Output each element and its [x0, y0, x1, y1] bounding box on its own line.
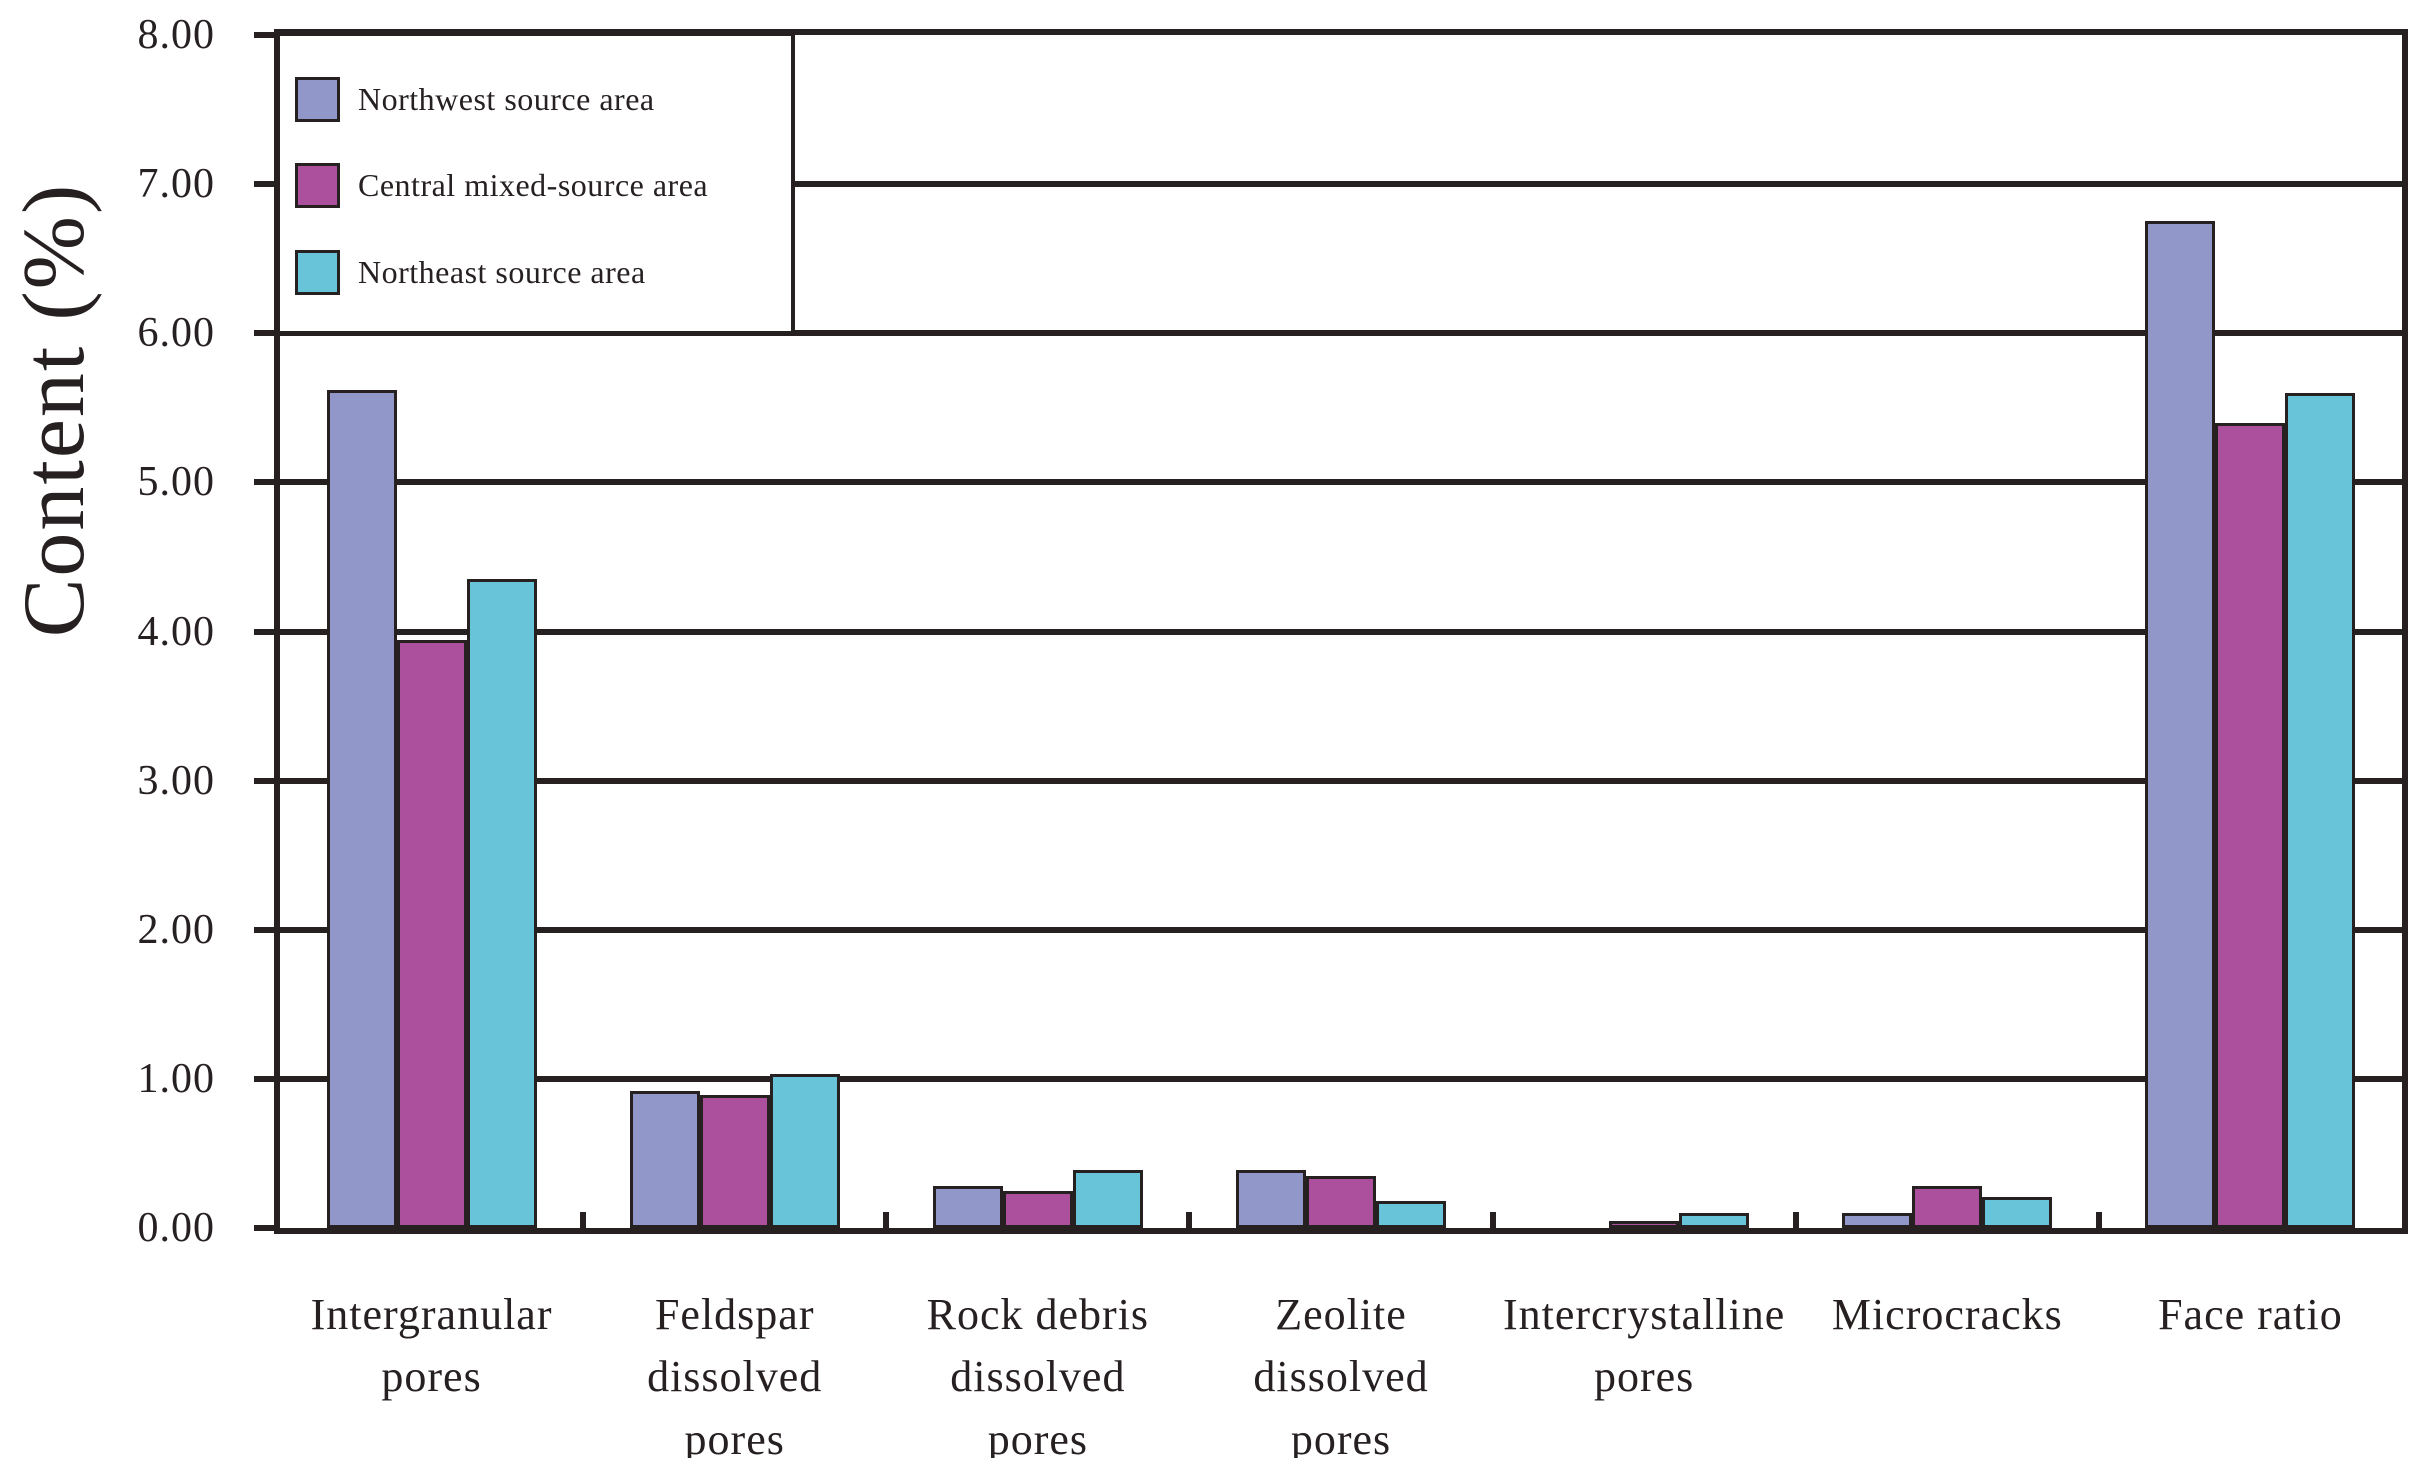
category-label: Intercrystalline pores — [1502, 1290, 1786, 1402]
bar — [1236, 1170, 1306, 1228]
legend-item: Northwest source area — [295, 76, 655, 122]
x-axis-tick — [1792, 1212, 1799, 1228]
y-tick-label: 0.00 — [137, 1205, 215, 1251]
y-axis-tick — [254, 330, 274, 337]
y-tick-label: 2.00 — [137, 906, 215, 953]
y-tick-label: 1.00 — [137, 1055, 215, 1102]
bar — [466, 579, 537, 1228]
x-axis-tick — [883, 1212, 890, 1228]
gridline — [280, 181, 2402, 188]
x-axis-tick — [1186, 1212, 1193, 1228]
legend-swatch-northeast — [295, 249, 340, 295]
category-label: Intergranular pores — [310, 1290, 553, 1402]
legend-swatch-central — [295, 162, 340, 208]
y-axis-tick — [254, 777, 274, 784]
legend: Northwest source area Central mixed-sour… — [276, 32, 795, 335]
bar — [1679, 1213, 1750, 1228]
x-axis-tick — [580, 1212, 587, 1228]
category-label: Face ratio — [2158, 1290, 2343, 1339]
y-axis-tick — [254, 926, 274, 933]
y-axis-tick — [254, 628, 274, 635]
y-tick-label: 6.00 — [137, 310, 215, 357]
gridline — [280, 330, 2402, 337]
legend-swatch-northwest — [295, 76, 340, 122]
gridline — [280, 628, 2402, 635]
category-label: Microcracks — [1831, 1290, 2063, 1339]
y-axis-tick — [254, 1225, 274, 1231]
y-axis-tick — [254, 479, 274, 486]
bar — [1002, 1191, 1073, 1228]
legend-label: Northwest source area — [358, 80, 655, 117]
legend-item: Central mixed-source area — [295, 162, 708, 208]
bar — [326, 390, 397, 1228]
y-tick-label: 7.00 — [137, 161, 215, 208]
gridline — [280, 479, 2402, 486]
y-tick-label: 3.00 — [137, 757, 215, 804]
bar — [699, 1095, 770, 1228]
bar — [1842, 1213, 1913, 1228]
bar — [1072, 1170, 1143, 1228]
legend-label: Northeast source area — [358, 253, 646, 290]
y-axis-tick — [254, 181, 274, 188]
y-axis-tick — [254, 32, 274, 38]
category-label: Feldspar dissolved pores — [647, 1290, 823, 1458]
bar — [396, 640, 467, 1228]
legend-label: Central mixed-source area — [358, 166, 709, 203]
y-tick-label: 4.00 — [137, 608, 215, 655]
bar — [1376, 1201, 1446, 1228]
bar — [1306, 1176, 1376, 1228]
y-tick-label: 8.00 — [137, 12, 215, 58]
legend-item: Northeast source area — [295, 249, 646, 295]
x-axis-tick — [2095, 1212, 2102, 1228]
plot-area — [274, 29, 2408, 1234]
y-axis-tick — [254, 1075, 274, 1082]
category-label: Rock debris dissolved pores — [926, 1290, 1150, 1458]
bar — [2145, 221, 2216, 1228]
category-label: Zeolite dissolved pores — [1253, 1290, 1429, 1458]
bar — [2215, 423, 2286, 1228]
y-tick-label: 5.00 — [137, 459, 215, 506]
bar — [1982, 1197, 2053, 1228]
bar — [932, 1186, 1003, 1228]
bar — [629, 1091, 700, 1228]
x-axis-tick — [1489, 1212, 1496, 1228]
gridline — [280, 926, 2402, 933]
bar — [1609, 1221, 1680, 1228]
bar — [2285, 393, 2356, 1228]
gridline — [280, 777, 2402, 784]
bar — [769, 1074, 840, 1228]
gridline — [280, 1075, 2402, 1082]
bar — [1912, 1186, 1983, 1228]
